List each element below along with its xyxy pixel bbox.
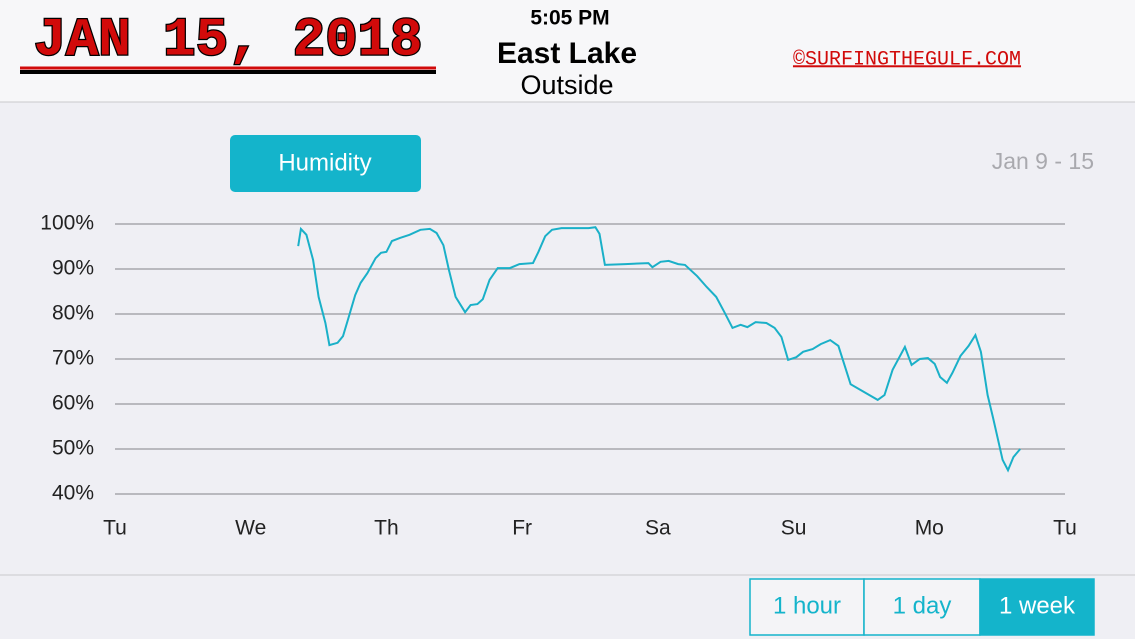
x-tick-label: Th — [374, 517, 399, 540]
credit: ©SURFINGTHEGULF.COM — [793, 48, 1021, 71]
range-button[interactable] — [863, 578, 981, 636]
location: East Lake — [497, 37, 637, 70]
range-button-label[interactable]: 1 hour — [773, 592, 841, 619]
x-tick-label: Mo — [915, 517, 944, 540]
humidity-line — [297, 226, 1021, 473]
y-tick-label: 90% — [52, 257, 94, 280]
x-tick-label: Tu — [1053, 517, 1077, 540]
x-tick-label: Sa — [645, 517, 671, 540]
y-tick-label: 80% — [52, 302, 94, 325]
header-bar — [0, 0, 1135, 102]
x-tick-label: We — [235, 517, 266, 540]
y-tick-label: 50% — [52, 437, 94, 460]
y-tick-label: 60% — [52, 392, 94, 415]
range-button-label[interactable]: 1 day — [893, 592, 952, 619]
x-tick-label: Su — [781, 517, 807, 540]
humidity-tab-label[interactable]: Humidity — [278, 149, 371, 176]
sublocation: Outside — [520, 70, 613, 100]
y-tick-label: 70% — [52, 347, 94, 370]
range-button[interactable] — [979, 578, 1095, 636]
humidity-tab[interactable] — [230, 135, 421, 192]
range-control: 1 hour 1 day 1 week — [749, 578, 1095, 636]
x-tick-label: Tu — [103, 517, 127, 540]
time: 5:05 PM — [530, 7, 609, 30]
date-title: JAN 15, 2018 — [34, 10, 423, 71]
date-range: Jan 9 - 15 — [992, 148, 1094, 174]
y-tick-label: 100% — [40, 212, 94, 235]
range-button[interactable] — [749, 578, 865, 636]
y-tick-label: 40% — [52, 482, 94, 505]
range-button-label[interactable]: 1 week — [999, 592, 1076, 619]
x-tick-label: Fr — [512, 517, 532, 540]
